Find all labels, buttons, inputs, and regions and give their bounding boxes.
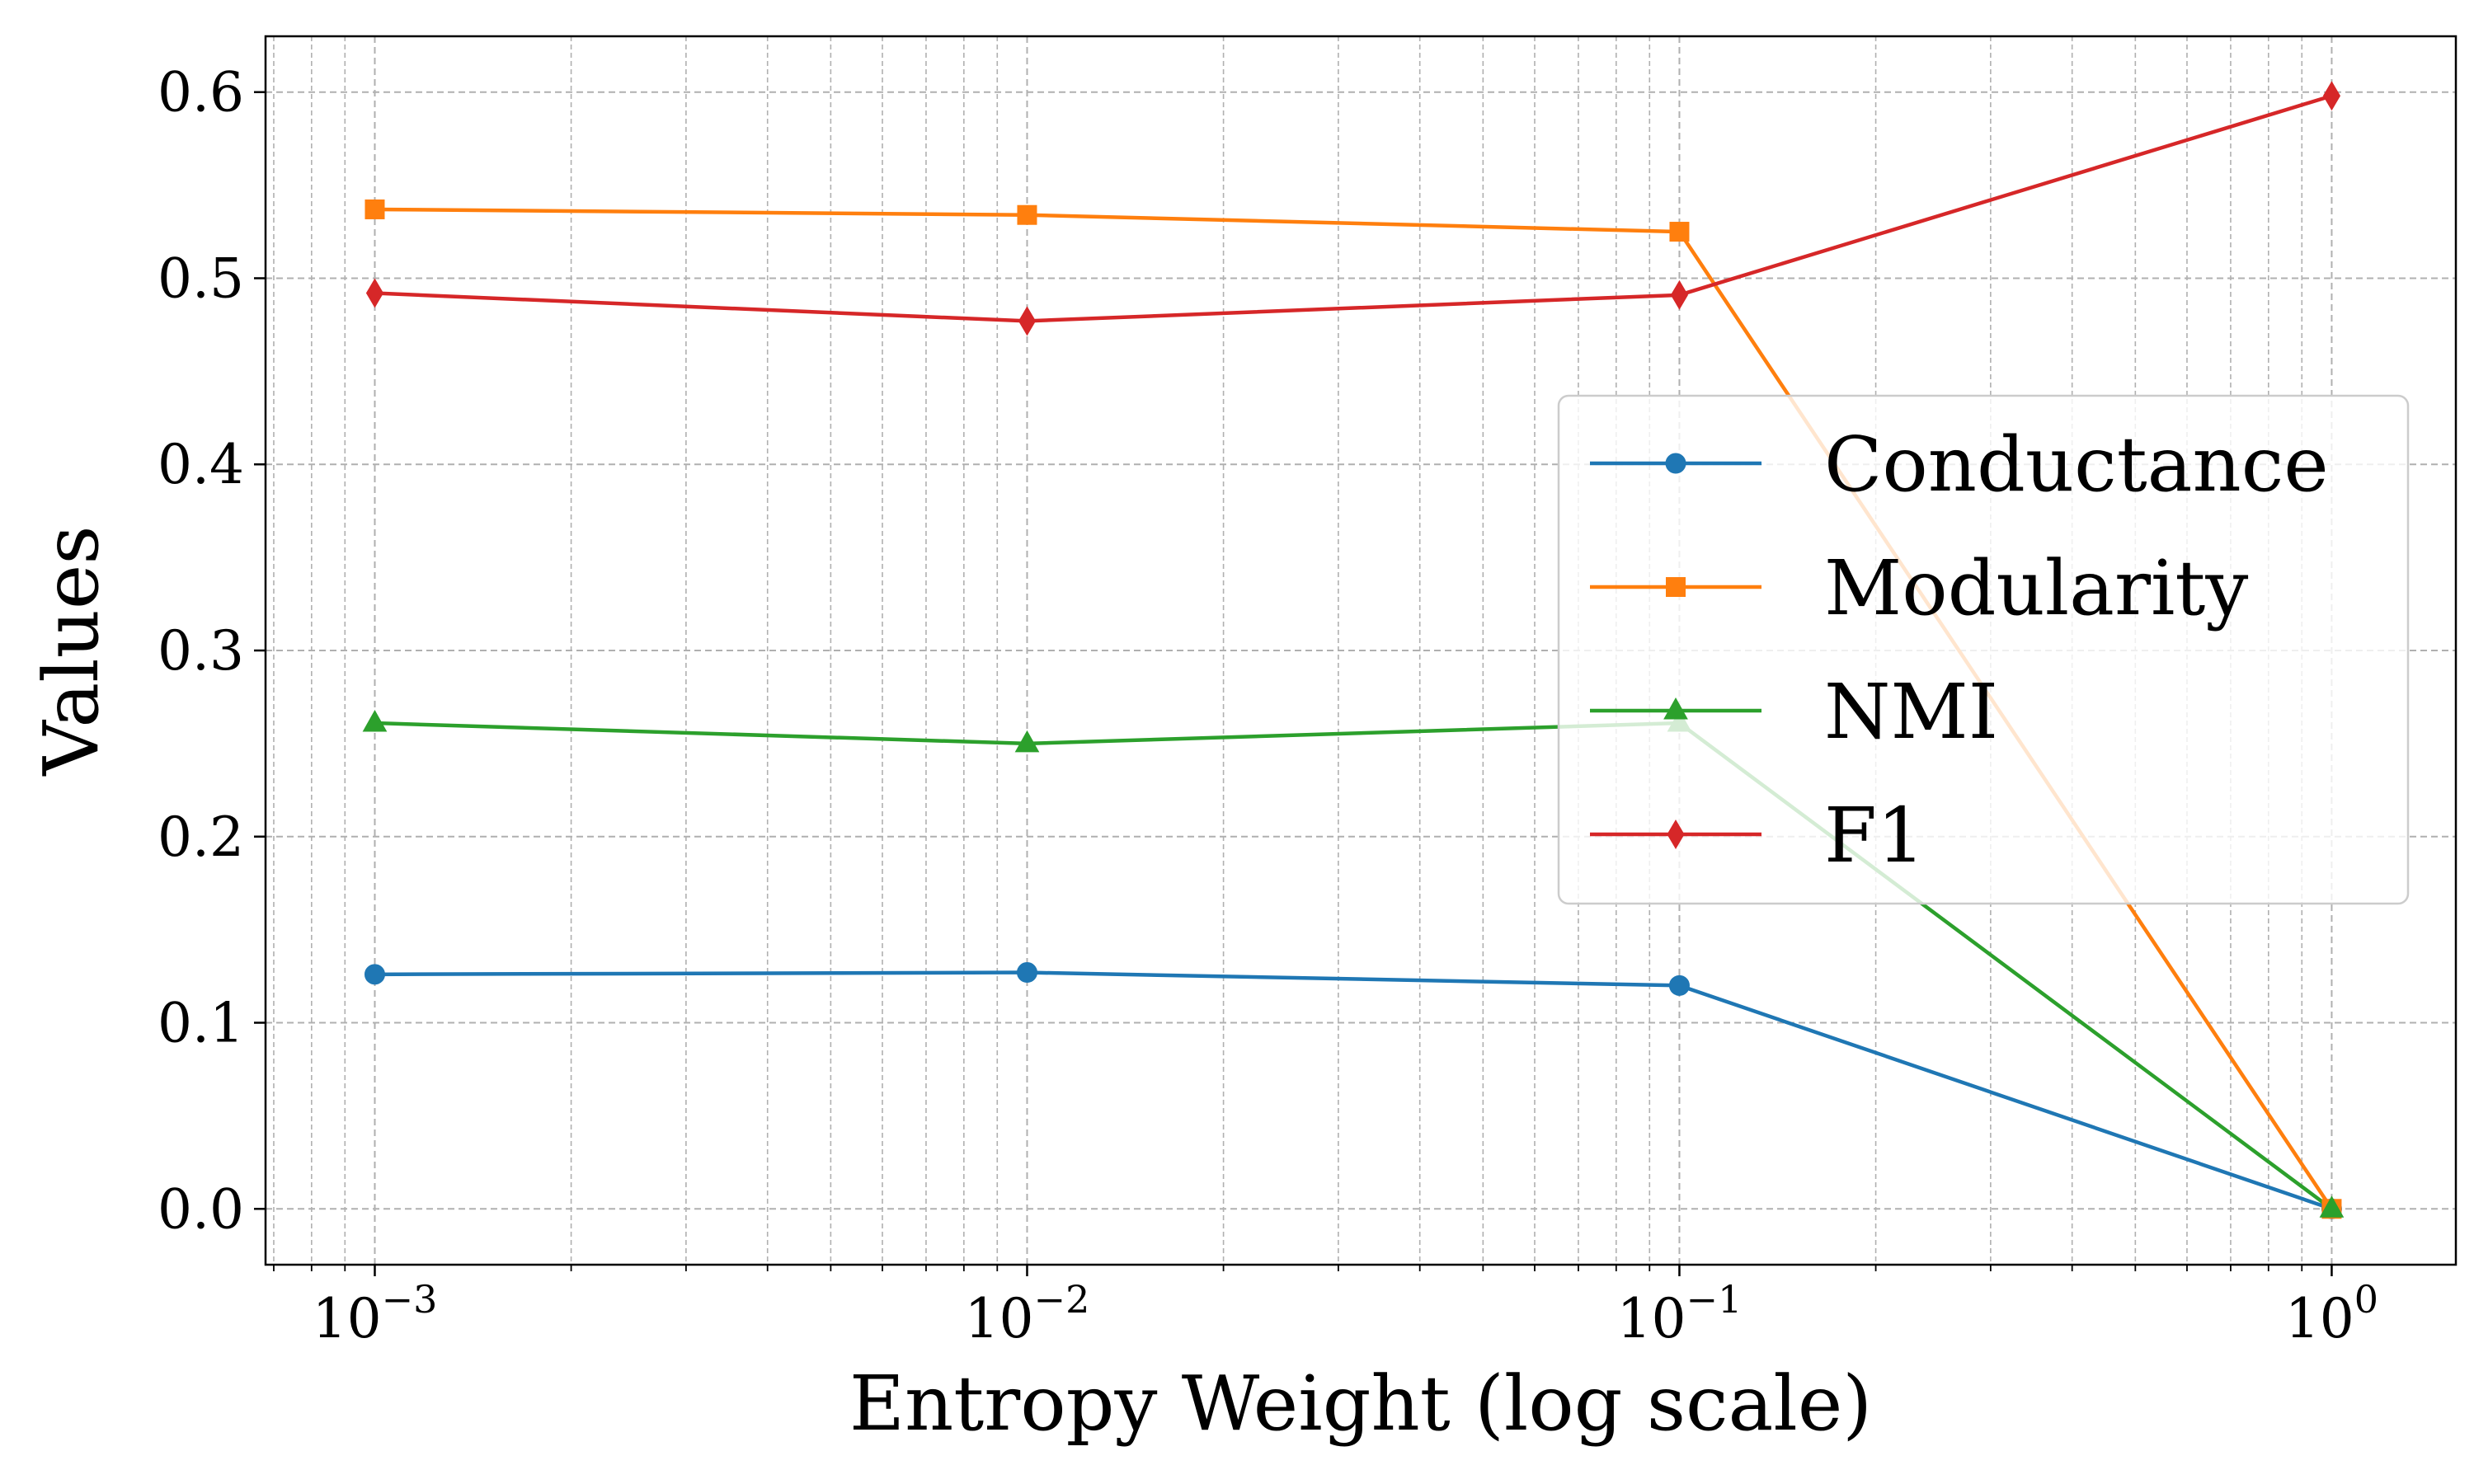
x-tick-label: 10−3 [313, 1277, 438, 1350]
legend-marker-conductance [1665, 453, 1686, 474]
data-point-modularity [1669, 222, 1690, 242]
legend-box [1557, 394, 2410, 905]
y-tick-label: 0.1 [158, 992, 244, 1055]
series-line-nmi [374, 721, 2333, 1211]
series-line-conductance [374, 970, 2333, 1211]
legend-item-f1: F1 [1590, 791, 1925, 880]
y-tick-label: 0.6 [158, 61, 244, 124]
legend-label: Modularity [1824, 544, 2248, 632]
data-point-f1 [1670, 279, 1689, 310]
y-tick-labels: 0.0 0.1 0.2 0.3 0.4 0.5 0.6 [158, 61, 244, 1242]
data-point-nmi [1014, 730, 1040, 753]
y-tick-label: 0.0 [158, 1177, 244, 1241]
legend-item-modularity: Modularity [1590, 544, 2248, 632]
data-point-modularity [365, 199, 385, 219]
x-tick-label: 10−1 [1617, 1277, 1743, 1350]
x-tick-label: 10−2 [965, 1277, 1090, 1350]
legend-marker-nmi [1663, 697, 1688, 720]
y-tick-label: 0.2 [158, 805, 244, 869]
y-tick-label: 0.5 [158, 247, 244, 310]
data-point-f1 [365, 278, 384, 308]
legend-label: Conductance [1824, 420, 2329, 509]
legend-label: NMI [1824, 668, 1998, 756]
y-tick-label: 0.4 [158, 433, 244, 496]
axis-ticks [254, 91, 2333, 1276]
data-point-conductance [364, 964, 385, 985]
legend-item-nmi: NMI [1590, 668, 1998, 756]
data-point-modularity [1017, 204, 1037, 225]
legend-marker-f1 [1667, 819, 1685, 849]
legend-label: F1 [1824, 791, 1925, 880]
legend-marker-modularity [1666, 577, 1686, 597]
y-tick-label: 0.3 [158, 619, 244, 683]
data-point-conductance [1016, 962, 1037, 984]
data-point-conductance [1668, 974, 1690, 996]
data-point-nmi [2319, 1195, 2345, 1218]
data-point-f1 [1018, 306, 1037, 336]
data-point-nmi [362, 710, 388, 732]
legend: Conductance Modularity NMI F1 [1557, 394, 2410, 905]
x-tick-label: 100 [2285, 1277, 2378, 1350]
x-axis-title: Entropy Weight (log scale) [849, 1360, 1872, 1448]
series-line-f1 [374, 94, 2333, 323]
x-tick-labels: 10−3 10−2 10−1 100 [313, 1277, 2378, 1350]
y-axis-title: Values [27, 525, 115, 776]
data-point-f1 [2322, 81, 2341, 111]
legend-item-conductance: Conductance [1590, 420, 2329, 509]
